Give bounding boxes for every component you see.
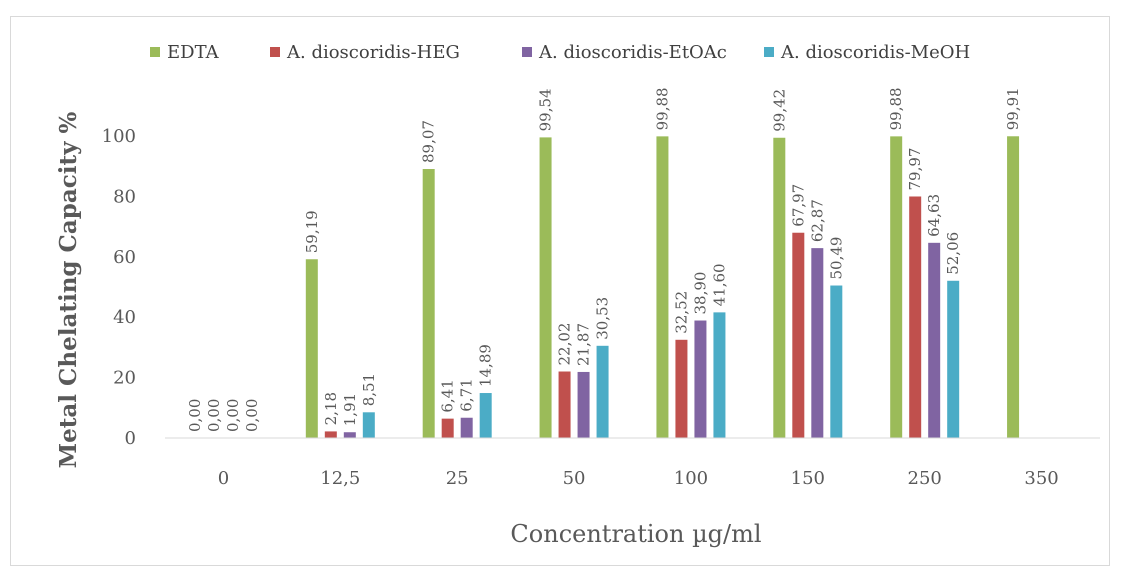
- data-label: 99,88: [653, 87, 671, 130]
- x-tick-label: 50: [563, 468, 586, 489]
- data-label: 0,00: [224, 399, 242, 432]
- bar: [596, 345, 609, 438]
- data-label: 0,00: [186, 399, 204, 432]
- data-label: 32,52: [672, 291, 690, 334]
- data-label: 99,42: [770, 89, 788, 132]
- legend-label: A. dioscoridis-MeOH: [780, 42, 970, 63]
- bar: [441, 418, 454, 438]
- data-label: 99,54: [537, 88, 555, 131]
- x-tick-label: 0: [218, 468, 229, 489]
- y-axis-ticks: 0 20 40 60 80 100: [102, 126, 136, 449]
- legend-label: EDTA: [167, 42, 220, 63]
- bar: [1007, 136, 1020, 439]
- x-tick-label: 150: [791, 468, 825, 489]
- bar: [830, 285, 843, 438]
- data-label: 0,00: [243, 399, 261, 432]
- legend-swatch: [270, 47, 280, 57]
- data-label: 38,90: [691, 272, 709, 315]
- data-label: 99,91: [1004, 87, 1022, 130]
- data-label: 8,51: [360, 373, 378, 406]
- x-tick-label: 100: [674, 468, 708, 489]
- data-label: 64,63: [925, 194, 943, 237]
- bar: [460, 417, 473, 438]
- x-tick-label: 350: [1024, 468, 1058, 489]
- y-tick-label: 20: [113, 368, 136, 389]
- data-label: 0,00: [205, 399, 223, 432]
- data-label: 59,19: [303, 210, 321, 253]
- bar: [928, 242, 941, 438]
- data-label: 50,49: [827, 237, 845, 280]
- legend-swatch: [764, 47, 774, 57]
- data-label: 30,53: [594, 297, 612, 340]
- bar: [694, 320, 707, 438]
- bar: [909, 196, 922, 438]
- bar: [675, 339, 688, 438]
- y-tick-label: 40: [113, 307, 136, 328]
- bar: [558, 371, 571, 438]
- data-label: 6,41: [439, 379, 457, 412]
- bars: [305, 136, 1020, 439]
- bar: [890, 136, 903, 438]
- x-axis-ticks: 0 12,5 25 50 100 150 250 350: [218, 468, 1059, 489]
- x-tick-label: 25: [446, 468, 469, 489]
- bar: [577, 371, 590, 438]
- y-tick-label: 80: [113, 186, 136, 207]
- data-label: 67,97: [789, 184, 807, 227]
- bar: [811, 248, 824, 438]
- bar: [343, 432, 356, 438]
- chart-frame: [10, 16, 1110, 566]
- data-label: 1,91: [341, 393, 359, 426]
- legend: EDTA A. dioscoridis-HEG A. dioscoridis-EtO…: [150, 42, 970, 63]
- legend-swatch: [522, 47, 532, 57]
- data-label: 22,02: [556, 323, 574, 366]
- x-tick-label: 250: [908, 468, 942, 489]
- bar: [422, 169, 435, 438]
- legend-swatch: [150, 47, 160, 57]
- data-label: 99,88: [887, 87, 905, 130]
- data-label: 2,18: [322, 392, 340, 425]
- bar: [947, 280, 960, 438]
- y-tick-label: 0: [125, 428, 136, 449]
- data-label: 52,06: [944, 232, 962, 275]
- bar: [324, 431, 337, 438]
- x-tick-label: 12,5: [320, 468, 360, 489]
- legend-label: A. dioscoridis-EtOAc: [538, 42, 727, 63]
- data-label: 79,97: [906, 148, 924, 191]
- y-tick-label: 60: [113, 247, 136, 268]
- data-label: 6,71: [458, 378, 476, 411]
- bar: [792, 232, 805, 438]
- legend-label: A. dioscoridis-HEG: [286, 42, 460, 63]
- x-axis-label: Concentration µg/ml: [510, 520, 761, 548]
- bar: [362, 412, 375, 438]
- data-label: 14,89: [477, 344, 495, 387]
- data-label: 62,87: [808, 199, 826, 242]
- bar: [713, 312, 726, 438]
- bar: [656, 136, 669, 438]
- bar: [539, 137, 552, 438]
- data-label: 21,87: [575, 323, 593, 366]
- bar: [305, 259, 318, 438]
- y-tick-label: 100: [102, 126, 136, 147]
- bar: [479, 393, 492, 438]
- y-axis-label: Metal Chelating Capacity %: [55, 112, 82, 469]
- data-label: 89,07: [420, 120, 438, 163]
- data-label: 41,60: [710, 263, 728, 306]
- bar: [773, 137, 786, 439]
